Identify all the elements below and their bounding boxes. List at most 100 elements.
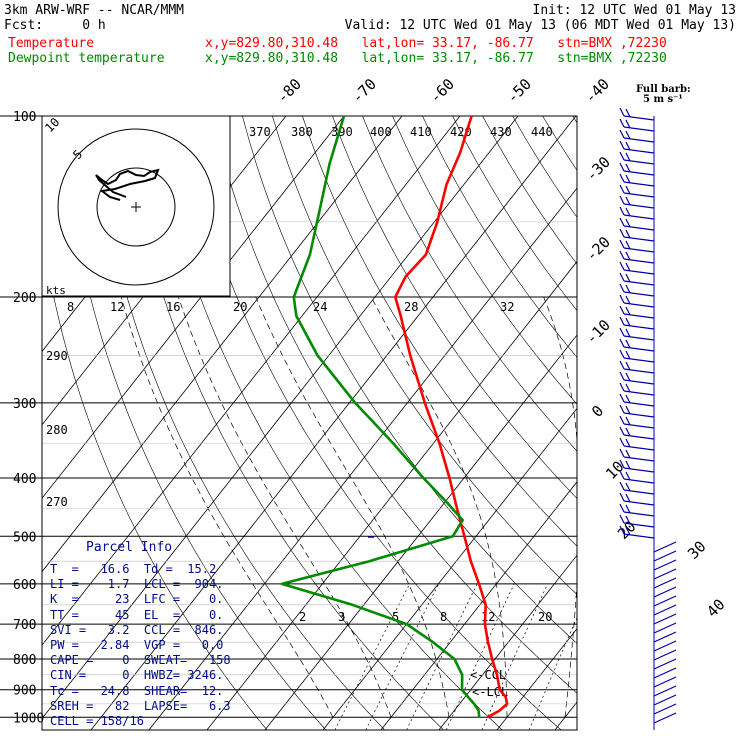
wind-barb — [653, 631, 677, 643]
wind-barb — [653, 541, 677, 553]
wind-barb — [619, 393, 625, 403]
wind-barb — [623, 148, 655, 154]
isotherm-label: -30 — [582, 153, 614, 185]
wind-barb — [619, 206, 625, 216]
hodograph-axis-label: 24 — [313, 300, 327, 314]
wind-barb — [625, 229, 631, 239]
theta-label: 390 — [331, 125, 353, 139]
ccl-marker: <-CCL — [470, 668, 506, 682]
wind-barb — [653, 685, 677, 697]
moist-adiabat-line — [623, 297, 698, 717]
pressure-label: 800 — [13, 653, 36, 668]
wind-barb — [623, 456, 655, 462]
wind-barb — [625, 526, 631, 536]
theta-label: 380 — [291, 125, 313, 139]
wind-barb — [625, 493, 631, 503]
wind-barb — [619, 305, 625, 315]
wind-barb — [623, 203, 655, 209]
mixing-ratio-label: 3 — [338, 610, 345, 624]
wind-barb — [625, 295, 631, 305]
isotherm-label: 0 — [588, 402, 607, 421]
wind-barb — [619, 492, 625, 502]
wind-barb — [625, 383, 631, 393]
forecast-hour: Fcst: 0 h — [4, 18, 106, 33]
mixing-ratio-label: 2 — [299, 610, 306, 624]
wind-barb — [625, 317, 631, 327]
wind-barb — [653, 604, 677, 616]
wind-barb — [619, 272, 625, 282]
wind-barb — [625, 394, 631, 404]
wind-barb — [619, 162, 625, 172]
wind-barb — [625, 449, 631, 459]
wind-barb — [623, 467, 655, 473]
wind-barb — [625, 108, 631, 118]
wind-barb — [619, 371, 625, 381]
wind-barb — [625, 427, 631, 437]
isotherm-line — [380, 481, 577, 730]
wind-barb — [653, 595, 677, 607]
wind-barb — [653, 640, 677, 652]
mixing-ratio-line — [365, 583, 440, 730]
wind-barb — [623, 401, 655, 407]
isotherm-line — [322, 407, 577, 730]
wind-barb — [623, 379, 655, 385]
dry-adiabat-line — [272, 116, 577, 595]
hodograph-axis-label: 16 — [166, 300, 180, 314]
wind-barb — [623, 412, 655, 418]
wind-barb — [623, 302, 655, 308]
parcel-info-row: T = 16.6 Td = 15.2 — [50, 562, 217, 576]
isotherm-label: -10 — [582, 316, 614, 348]
wind-barb — [623, 346, 655, 352]
parcel-info-row: Tc = 24.8 SHEAR= 12. — [50, 683, 224, 698]
dry-adiabat-line — [92, 116, 385, 730]
wind-barb — [625, 372, 631, 382]
isotherm-label: -60 — [426, 75, 458, 107]
plot-frame — [41, 115, 578, 731]
wind-barb — [623, 533, 655, 539]
wind-barb — [619, 184, 625, 194]
dry-adiabat-line — [302, 116, 577, 547]
wind-barb — [625, 240, 631, 250]
hodograph-axis-label: 32 — [500, 300, 514, 314]
wind-barb — [619, 349, 625, 359]
wind-barb — [625, 482, 631, 492]
parcel-info-title: Parcel Info — [86, 540, 173, 555]
wind-barb — [619, 239, 625, 249]
wind-barb — [623, 368, 655, 374]
dry-adiabat-line — [422, 116, 577, 358]
mixing-ratio-label: 5 — [392, 610, 399, 624]
wind-barb — [625, 350, 631, 360]
wind-barb — [623, 192, 655, 198]
wind-barb — [625, 262, 631, 272]
pressure-label: 1000 — [13, 711, 44, 726]
dry-adiabat-line — [452, 116, 577, 312]
wind-barb — [623, 280, 655, 286]
wind-barb — [623, 236, 655, 242]
mixing-ratio-line — [406, 583, 478, 730]
mixing-ratio-label: 12 — [481, 610, 495, 624]
mixing-ratio-label: 20 — [538, 610, 552, 624]
wind-barb — [625, 471, 631, 481]
moist-adiabat-line — [370, 296, 508, 718]
isotherm-line — [148, 187, 577, 730]
isotherm-line — [90, 116, 577, 730]
wind-barb — [623, 258, 655, 264]
theta-label: 430 — [490, 125, 512, 139]
wind-barb — [625, 218, 631, 228]
wind-barb — [619, 404, 625, 414]
isotherm-label: 20 — [614, 517, 640, 543]
dry-adiabat-line — [663, 116, 740, 730]
isotherm-label: -80 — [273, 75, 305, 107]
dry-adiabat-line — [122, 116, 444, 730]
dry-adiabat-line — [152, 116, 503, 730]
wind-barb — [625, 306, 631, 316]
moist-adiabat-line — [178, 296, 392, 718]
wind-barb — [619, 338, 625, 348]
isotherm-label: 30 — [684, 537, 710, 563]
wind-barb — [653, 586, 677, 598]
wind-barb — [619, 228, 625, 238]
init-time: Init: 12 UTC Wed 01 May 13 — [532, 3, 737, 18]
wind-barb — [619, 129, 625, 139]
parcel-info-row: CIN = 0 HWBZ= 3246. — [50, 668, 224, 683]
